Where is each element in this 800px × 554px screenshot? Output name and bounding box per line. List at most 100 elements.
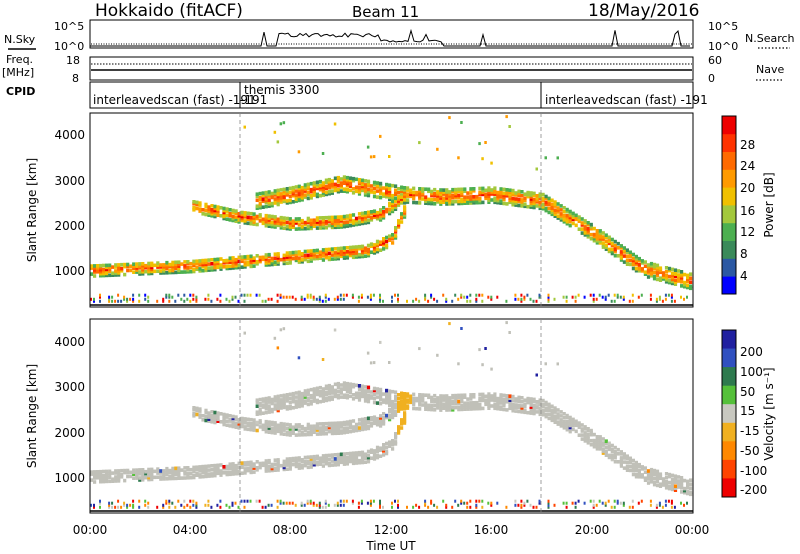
power-cell <box>363 213 368 217</box>
power-cell <box>255 214 259 219</box>
velocity-cell <box>421 399 425 403</box>
velocity-cell <box>556 420 560 424</box>
velocity-cell <box>105 477 109 482</box>
cpid-label: CPID <box>6 85 35 98</box>
velocity-cell <box>382 445 386 449</box>
power-cell <box>664 274 669 278</box>
power-cell <box>604 235 608 239</box>
power-cell <box>394 226 398 230</box>
power-cell <box>646 275 651 279</box>
velocity-cell <box>379 401 383 406</box>
power-cell <box>246 211 250 216</box>
velocity-cell <box>490 398 494 402</box>
velocity-cell <box>252 420 256 424</box>
power-cell <box>234 263 238 268</box>
velocity-cell <box>345 389 349 394</box>
velocity-speckle-cell <box>388 361 391 364</box>
velocity-cell <box>493 394 497 398</box>
velocity-cell <box>529 411 533 415</box>
velocity-cell <box>412 406 416 411</box>
power-cell <box>351 219 356 223</box>
velocity-cell <box>333 394 337 399</box>
velocity-noise-cell <box>195 501 198 505</box>
power-noise-cell <box>463 295 466 299</box>
velocity-cell <box>583 431 587 435</box>
velocity-cell <box>583 433 587 437</box>
velocity-cell <box>138 468 142 472</box>
velocity-noise-cell <box>379 505 381 509</box>
velocity-cell <box>261 427 265 432</box>
velocity-cell <box>249 462 253 467</box>
velocity-cell <box>532 407 536 412</box>
velocity-cell <box>517 409 521 414</box>
power-cell <box>93 264 97 268</box>
velocity-cell <box>315 426 319 430</box>
velocity-cell <box>363 397 368 401</box>
power-cell <box>517 199 521 204</box>
power-cell <box>646 263 651 267</box>
power-cell <box>397 223 401 227</box>
velocity-cell <box>288 457 292 461</box>
power-cell <box>583 229 587 233</box>
velocity-cell <box>342 452 346 456</box>
velocity-cell <box>117 475 121 479</box>
power-cell <box>258 215 262 219</box>
velocity-cell <box>273 423 277 427</box>
power-noise-cell <box>604 295 607 299</box>
power-speckle-cell <box>418 141 421 145</box>
velocity-cell <box>385 445 389 450</box>
cpid-panel <box>89 81 694 109</box>
power-cell <box>330 217 334 222</box>
power-cell <box>400 187 404 192</box>
velocity-cell <box>231 422 235 427</box>
velocity-noise-cell <box>138 505 141 509</box>
power-cell <box>589 226 593 231</box>
power-cell <box>183 264 187 268</box>
velocity-noise-cell <box>538 499 541 503</box>
velocity-cell <box>388 442 392 446</box>
power-cell <box>228 260 232 264</box>
power-noise-cell <box>312 297 315 301</box>
velocity-cell <box>382 443 386 447</box>
power-noise-cell <box>529 297 532 301</box>
power-cell <box>342 250 346 254</box>
power-cell <box>499 191 503 195</box>
power-cell <box>379 240 383 244</box>
velocity-cell <box>282 395 286 400</box>
power-cell <box>102 269 106 274</box>
power-cell <box>375 212 380 217</box>
power-cell <box>318 226 322 230</box>
velocity-cell <box>565 419 569 424</box>
power-cell <box>529 199 533 203</box>
velocity-noise-cell <box>424 501 427 505</box>
power-cell <box>156 261 160 265</box>
velocity-cell <box>198 475 202 479</box>
power-colorbar-step <box>722 116 736 135</box>
velocity-cell <box>658 474 663 478</box>
power-speckle-cell <box>279 122 283 126</box>
power-cell <box>397 203 401 207</box>
velocity-cell <box>388 407 392 412</box>
power-cell <box>388 238 392 242</box>
velocity-cell <box>342 454 346 458</box>
power-cell <box>240 259 244 263</box>
velocity-cell <box>454 393 458 398</box>
velocity-cell <box>300 458 304 462</box>
velocity-noise-cell <box>571 501 574 505</box>
power-cell <box>132 262 136 266</box>
velocity-cell <box>288 429 292 433</box>
power-cell <box>153 269 157 274</box>
power-cell <box>677 269 681 273</box>
velocity-cell <box>252 462 256 466</box>
power-speckle-cell <box>369 155 373 159</box>
velocity-cell <box>261 399 265 403</box>
power-cell <box>556 208 560 212</box>
power-cell <box>144 265 148 270</box>
velocity-cell <box>499 401 503 405</box>
velocity-cell <box>282 459 286 464</box>
power-cell <box>327 247 331 252</box>
power-cell <box>375 183 380 187</box>
velocity-cell <box>673 486 678 490</box>
power-cell <box>637 263 641 267</box>
power-cell <box>330 179 334 183</box>
